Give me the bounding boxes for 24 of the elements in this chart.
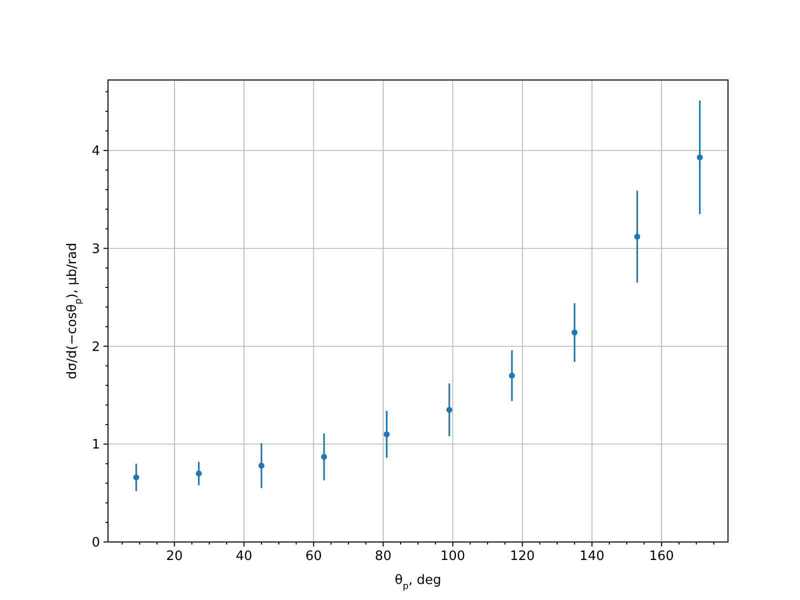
point <box>508 372 515 379</box>
x-tick-label: 120 <box>510 549 535 564</box>
y-tick-label: 1 <box>92 438 100 453</box>
y-tick-label: 3 <box>92 242 100 257</box>
x-tick-label: 60 <box>305 549 322 564</box>
y-tick-label: 4 <box>92 144 100 160</box>
point <box>196 470 202 476</box>
x-tick-label: 160 <box>649 549 674 564</box>
point <box>384 431 390 438</box>
point <box>634 234 640 240</box>
y-tick-label: 0 <box>92 536 100 551</box>
point <box>572 330 578 336</box>
x-tick-label: 140 <box>580 549 604 564</box>
x-tick-label: 100 <box>440 549 466 564</box>
point <box>446 406 452 413</box>
point <box>696 154 703 160</box>
x-tick-label: 40 <box>236 549 252 564</box>
x-tick-label: 80 <box>374 549 392 564</box>
y-tick-label: 2 <box>92 340 100 355</box>
point <box>133 474 140 480</box>
x-tick-label: 20 <box>166 549 183 564</box>
point <box>258 462 264 469</box>
x-axis-title: θ$_{p}$, deg <box>394 573 442 592</box>
point <box>321 454 328 460</box>
